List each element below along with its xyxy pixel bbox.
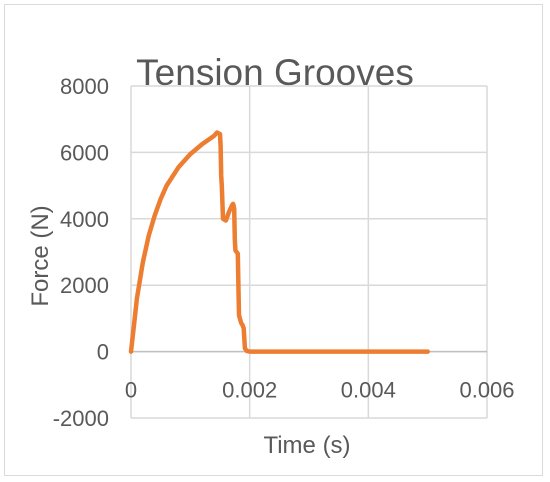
x-tick-label: 0.002 [222, 378, 277, 403]
series-line [128, 130, 430, 354]
x-tick-label: 0.004 [341, 378, 396, 403]
y-tick-label: 0 [97, 340, 109, 365]
chart-frame: Tension Grooves -2000 0 2000 4000 6000 8000 0 0… [4, 4, 543, 476]
grid [130, 85, 488, 419]
x-tick-label: 0.006 [459, 378, 514, 403]
chart-svg: Tension Grooves -2000 0 2000 4000 6000 8000 0 0… [27, 52, 515, 459]
y-tick-label: 2000 [60, 273, 109, 298]
series-layer [128, 130, 430, 354]
chart-title: Tension Grooves [136, 52, 414, 93]
tick-labels: -2000 0 2000 4000 6000 8000 0 0.002 0.004 0.006 [53, 74, 515, 431]
y-axis-title: Force (N) [27, 205, 54, 306]
x-tick-label: 0 [125, 378, 137, 403]
y-tick-label: -2000 [53, 406, 109, 431]
y-tick-label: 6000 [60, 140, 109, 165]
y-tick-label: 8000 [60, 74, 109, 99]
x-axis-title: Time (s) [263, 432, 350, 459]
y-tick-label: 4000 [60, 207, 109, 232]
